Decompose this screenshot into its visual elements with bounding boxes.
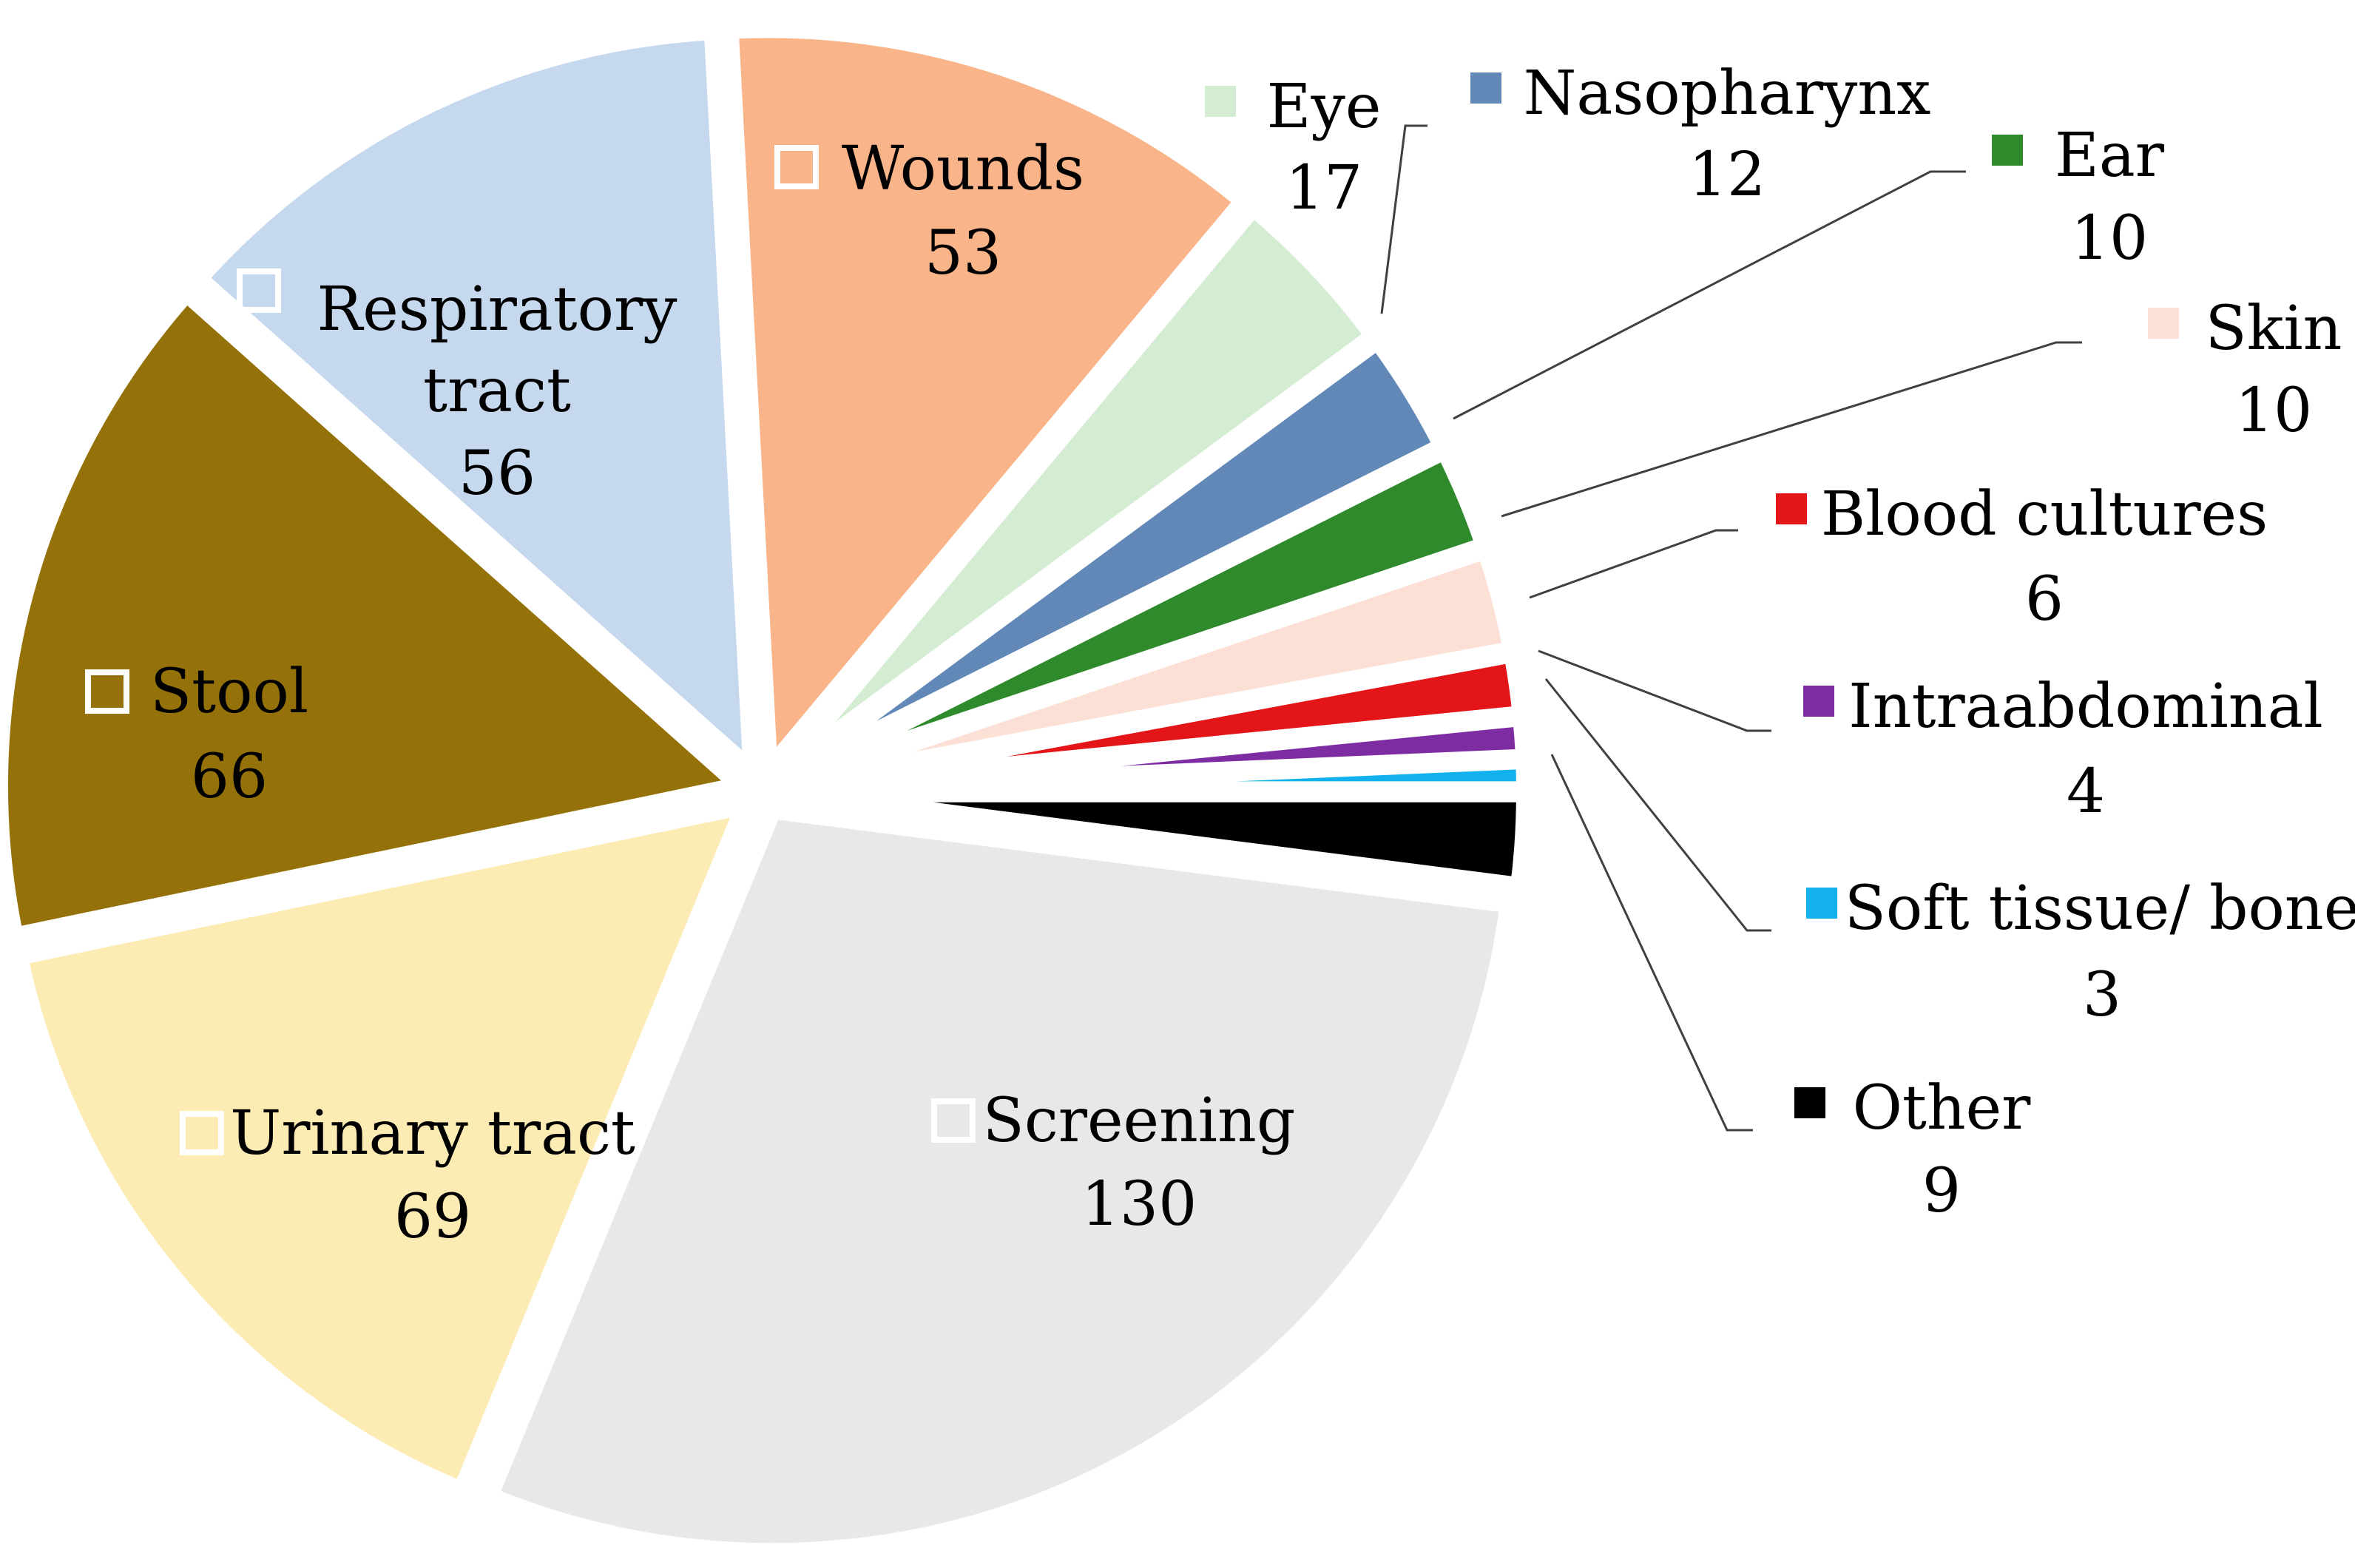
slice-value-other: 9 — [1922, 1156, 1961, 1226]
label-marker-stool — [85, 669, 129, 714]
slice-value-blood-cultures: 6 — [2025, 564, 2064, 635]
leader-line-intraabdominal — [1538, 649, 1771, 732]
label-marker-other — [1794, 1087, 1825, 1118]
slice-value-wounds: 53 — [925, 218, 1001, 288]
label-marker-urinary-tract — [180, 1111, 224, 1155]
pie-slice-soft-tissue-bone — [782, 749, 1535, 801]
slice-value-skin: 10 — [2235, 376, 2312, 446]
slice-label-screening: Screening — [983, 1086, 1296, 1156]
slice-label-respiratory-tract-line-2: tract — [423, 356, 571, 426]
slice-label-wounds: Wounds — [842, 134, 1084, 204]
pie-slice-stool — [0, 278, 763, 949]
slice-label-eye: Eye — [1267, 72, 1382, 142]
slice-label-stool: Stool — [150, 657, 308, 727]
slice-label-respiratory-tract-line-1: Respiratory — [317, 274, 678, 345]
leader-line-blood-cultures — [1529, 529, 1738, 599]
slice-label-intraabdominal: Intraabdominal — [1848, 672, 2322, 742]
leader-line-other — [1550, 754, 1753, 1132]
slice-value-eye: 17 — [1285, 153, 1362, 223]
slice-label-urinary-tract: Urinary tract — [230, 1098, 635, 1169]
slice-value-ear: 10 — [2071, 203, 2148, 274]
slice-value-urinary-tract: 69 — [394, 1182, 471, 1252]
label-marker-nasopharynx — [1470, 72, 1501, 104]
label-marker-respiratory-tract — [237, 268, 281, 313]
slice-value-respiratory-tract: 56 — [459, 439, 535, 509]
pie-slice-urinary-tract — [7, 791, 762, 1504]
label-marker-wounds — [774, 145, 819, 189]
label-marker-ear — [1992, 135, 2023, 166]
leader-line-ear — [1453, 170, 1966, 420]
leader-line-eye — [1380, 124, 1427, 314]
slice-value-nasopharynx: 12 — [1689, 140, 1766, 210]
slice-label-other: Other — [1853, 1073, 2032, 1143]
label-marker-skin — [2148, 308, 2179, 339]
pie-slice-eye — [769, 192, 1389, 785]
leader-line-soft-tissue-bone — [1544, 678, 1771, 932]
pie-slice-respiratory-tract — [183, 20, 764, 796]
label-marker-screening — [931, 1098, 976, 1143]
label-marker-eye — [1205, 86, 1236, 117]
leader-lines — [1380, 124, 2082, 1132]
slice-label-blood-cultures: Blood cultures — [1821, 479, 2268, 550]
pie-slices — [0, 18, 1535, 1563]
slice-label-ear: Ear — [2055, 121, 2165, 191]
label-marker-soft-tissue-bone — [1806, 888, 1837, 919]
slice-value-soft-tissue-bone: 3 — [2083, 960, 2121, 1030]
slice-label-skin: Skin — [2206, 294, 2342, 364]
slice-label-nasopharynx: Nasopharynx — [1524, 58, 1931, 129]
slice-value-intraabdominal: 4 — [2067, 757, 2105, 827]
slice-label-soft-tissue-bone: Soft tissue/ bone — [1845, 873, 2355, 944]
label-marker-intraabdominal — [1803, 686, 1834, 717]
label-marker-blood-cultures — [1776, 493, 1807, 524]
slice-value-stool: 66 — [191, 742, 268, 812]
leader-line-skin — [1501, 341, 2082, 518]
pie-slice-wounds — [718, 18, 1259, 797]
slice-value-screening: 130 — [1081, 1169, 1197, 1240]
pie-slice-screening — [476, 799, 1521, 1563]
